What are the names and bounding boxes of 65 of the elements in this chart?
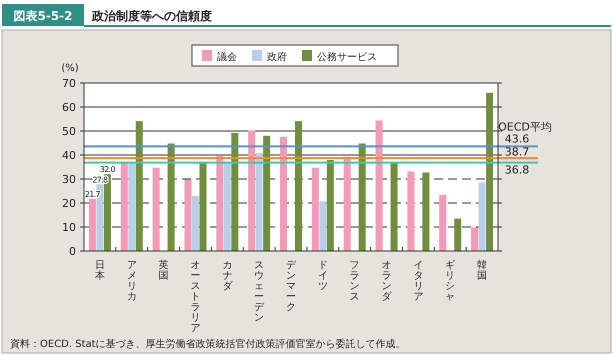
y-tick-label: 60	[62, 101, 76, 114]
x-tick-label: アメリカ	[126, 260, 137, 302]
legend-label: 政府	[267, 51, 287, 63]
bar	[407, 172, 414, 251]
bar	[326, 160, 334, 251]
bar	[280, 136, 287, 251]
bar	[344, 156, 351, 251]
text: OECD平均	[498, 120, 552, 134]
bar	[184, 179, 192, 251]
bar	[248, 130, 256, 251]
bar	[486, 92, 494, 251]
y-tick-label: 30	[62, 173, 76, 186]
chart-title: 政治制度等への信頼度	[91, 9, 212, 23]
bar	[192, 196, 199, 251]
y-tick-label: 10	[62, 221, 76, 234]
y-tick-label: 0	[69, 245, 76, 258]
bar	[136, 121, 143, 251]
bar	[120, 162, 128, 251]
bar	[88, 198, 96, 251]
y-tick-label: 40	[62, 149, 76, 162]
bar	[454, 218, 462, 251]
bar	[152, 168, 160, 251]
bar	[422, 172, 430, 251]
bar	[471, 227, 478, 251]
legend-label: 議会	[217, 51, 237, 63]
y-tick-label: 70	[62, 77, 76, 90]
ref-line-label: 43.6	[504, 132, 530, 146]
x-tick-label: カナダ	[222, 260, 234, 292]
x-tick-label: 韓国	[477, 259, 488, 282]
bar	[439, 194, 446, 251]
bar	[199, 162, 206, 251]
x-tick-label: オーストラリア	[190, 260, 200, 334]
x-tick-label: デンマーク	[286, 260, 297, 313]
x-tick-label: 英国	[158, 259, 169, 282]
data-label: 32.0	[100, 165, 116, 174]
bar	[256, 153, 263, 251]
x-tick-label: 日本	[94, 260, 105, 282]
bar	[312, 168, 319, 251]
bar	[390, 162, 398, 251]
y-axis-title: (%)	[61, 63, 79, 74]
x-tick-label: オランダ	[382, 260, 393, 302]
legend-label: 公務サービス	[317, 51, 377, 63]
bar	[224, 162, 231, 251]
bar	[358, 143, 366, 251]
chart-subtitle: 図表5-5-2	[13, 9, 73, 23]
bar	[263, 136, 270, 251]
bar	[231, 132, 238, 251]
bar	[216, 155, 224, 251]
ref-line-label: 36.8	[504, 164, 530, 177]
bar	[319, 201, 326, 251]
x-tick-label: イタリア	[413, 260, 424, 302]
bar	[295, 121, 302, 251]
x-tick-label: スウェーデン	[254, 260, 266, 324]
y-tick-label: 50	[62, 125, 76, 138]
x-tick-label: フランス	[350, 260, 360, 302]
x-tick-label: ギリシャ	[445, 259, 456, 302]
bar	[128, 162, 136, 251]
x-tick-label: ドイツ	[318, 260, 328, 292]
bar	[478, 182, 486, 251]
text: 資料：OECD. Statに基づき、厚生労働省政策統括官付政策評価官室から委託して作成。	[10, 338, 406, 350]
data-label: 21.7	[84, 190, 101, 199]
bar	[168, 143, 175, 251]
bar	[376, 120, 383, 251]
y-tick-label: 20	[62, 197, 76, 210]
ref-line-label: 38.7	[504, 145, 530, 158]
